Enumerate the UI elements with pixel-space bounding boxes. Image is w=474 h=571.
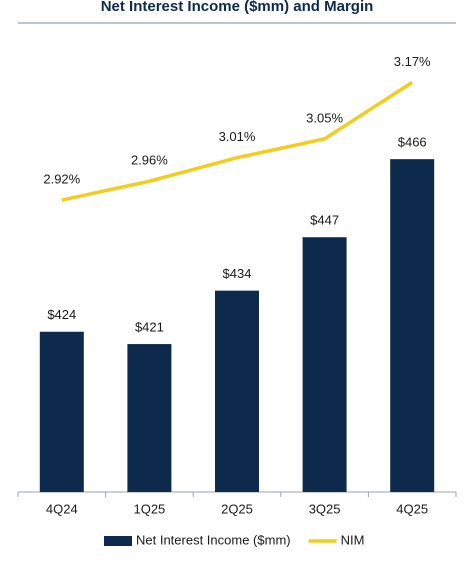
x-tick-label: 4Q25 bbox=[396, 501, 428, 516]
line-value-label: 2.96% bbox=[131, 153, 168, 168]
x-tick-label: 4Q24 bbox=[46, 501, 78, 516]
legend-label: NIM bbox=[341, 532, 365, 547]
bar-value-label: $447 bbox=[310, 213, 339, 228]
bar-value-label: $424 bbox=[47, 307, 76, 322]
x-tick-label: 1Q25 bbox=[133, 501, 165, 516]
x-tick-label: 2Q25 bbox=[221, 501, 253, 516]
line-value-label: 2.92% bbox=[43, 172, 80, 187]
legend-swatch bbox=[104, 536, 132, 546]
bar bbox=[39, 331, 84, 492]
line-value-label: 3.05% bbox=[306, 110, 343, 125]
legend-label: Net Interest Income ($mm) bbox=[136, 532, 291, 547]
chart-title: Net Interest Income ($mm) and Margin bbox=[101, 0, 374, 15]
bar bbox=[390, 159, 435, 492]
bar-value-label: $434 bbox=[223, 266, 252, 281]
nim-line bbox=[61, 80, 414, 202]
line-value-label: 3.01% bbox=[219, 129, 256, 144]
bar bbox=[215, 290, 259, 492]
bar bbox=[302, 237, 347, 492]
bar bbox=[127, 344, 172, 492]
x-tick-label: 3Q25 bbox=[309, 501, 341, 516]
line-value-label: 3.17% bbox=[394, 54, 431, 69]
bar-value-label: $421 bbox=[135, 320, 164, 335]
bar-value-label: $466 bbox=[398, 135, 427, 150]
